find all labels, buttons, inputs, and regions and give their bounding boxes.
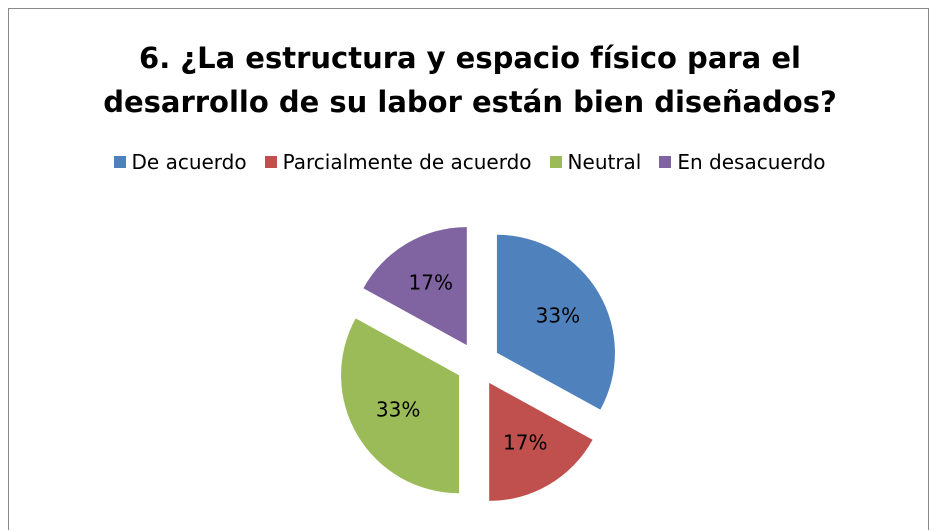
legend-label: De acuerdo (131, 150, 247, 174)
legend-label: Neutral (567, 150, 642, 174)
legend-swatch (659, 156, 672, 168)
legend-item: Parcialmente de acuerdo (264, 150, 532, 174)
legend-swatch (549, 156, 562, 168)
data-label: 17% (409, 271, 453, 295)
data-label: 33% (376, 398, 420, 422)
legend-item: De acuerdo (113, 150, 247, 174)
legend-item: En desacuerdo (659, 150, 826, 174)
legend-label: Parcialmente de acuerdo (282, 150, 532, 174)
pie-slice (341, 318, 460, 494)
legend-swatch (113, 156, 126, 168)
pie-slice (496, 234, 615, 410)
chart-frame (8, 8, 929, 530)
legend-swatch (264, 156, 277, 168)
pie-slice (489, 382, 593, 501)
legend: De acuerdo Parcialmente de acuerdo Neutral… (0, 150, 939, 174)
data-label: 17% (503, 430, 547, 454)
chart-title: 6. ¿La estructura y espacio físico para … (103, 41, 837, 119)
legend-item: Neutral (549, 150, 642, 174)
data-label: 33% (536, 303, 580, 327)
pie-slice (363, 227, 467, 346)
legend-label: En desacuerdo (677, 150, 826, 174)
